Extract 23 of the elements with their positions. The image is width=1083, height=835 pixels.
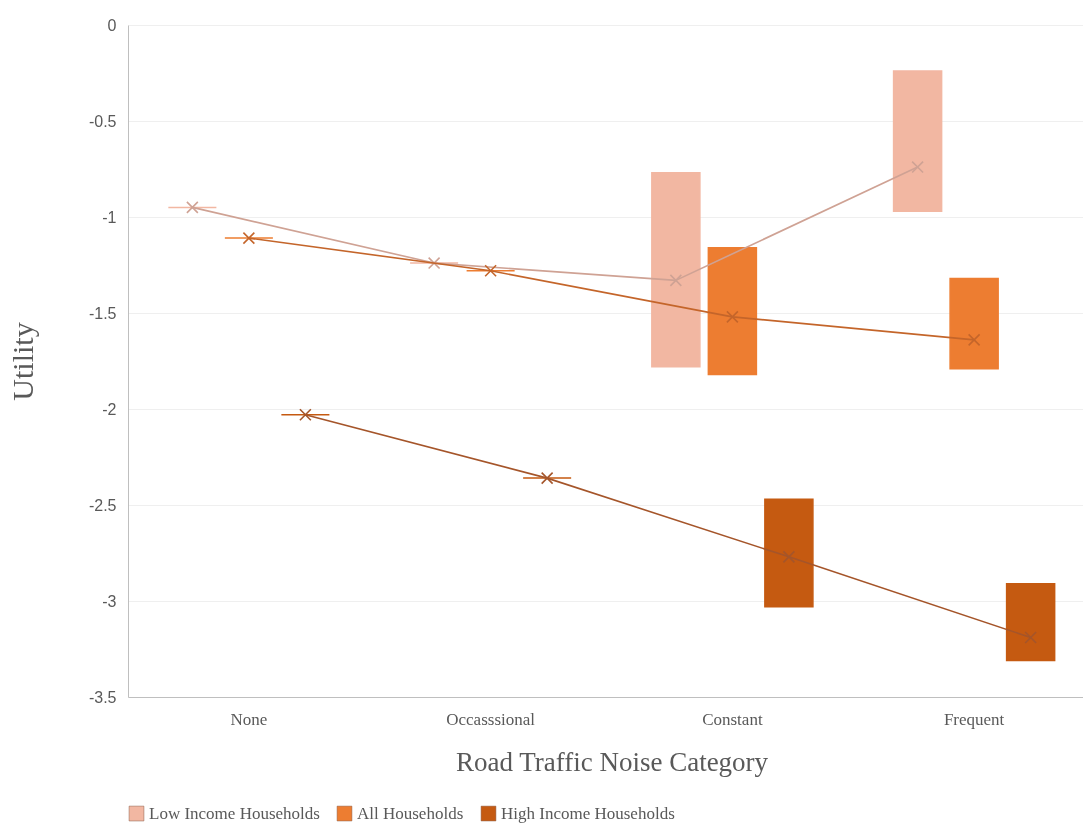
legend-label: Low Income Households bbox=[149, 803, 320, 823]
y-tick-label: -1.5 bbox=[88, 304, 117, 322]
bar bbox=[1005, 582, 1056, 662]
legend-label: All Households bbox=[357, 803, 464, 823]
y-tick-label: 0 bbox=[107, 16, 117, 34]
x-tick-label: None bbox=[230, 709, 268, 729]
y-tick-label: -3 bbox=[102, 592, 117, 610]
y-tick-label: -0.5 bbox=[88, 112, 117, 130]
y-axis-title: Utility bbox=[5, 322, 39, 401]
bar bbox=[892, 70, 943, 212]
bar bbox=[707, 246, 758, 376]
y-tick-label: -1 bbox=[102, 208, 117, 226]
bar bbox=[764, 498, 814, 608]
legend-label: High Income Households bbox=[501, 803, 675, 823]
x-tick-label: Constant bbox=[702, 709, 763, 729]
y-tick-label: -2 bbox=[102, 400, 117, 418]
x-tick-label: Occasssional bbox=[446, 709, 536, 729]
y-tick-label: -3.5 bbox=[88, 688, 117, 706]
x-axis-title: Road Traffic Noise Category bbox=[455, 746, 769, 777]
bar bbox=[651, 172, 701, 368]
x-tick-label: Frequent bbox=[943, 709, 1005, 729]
bar bbox=[949, 277, 999, 370]
y-tick-label: -2.5 bbox=[88, 496, 117, 514]
